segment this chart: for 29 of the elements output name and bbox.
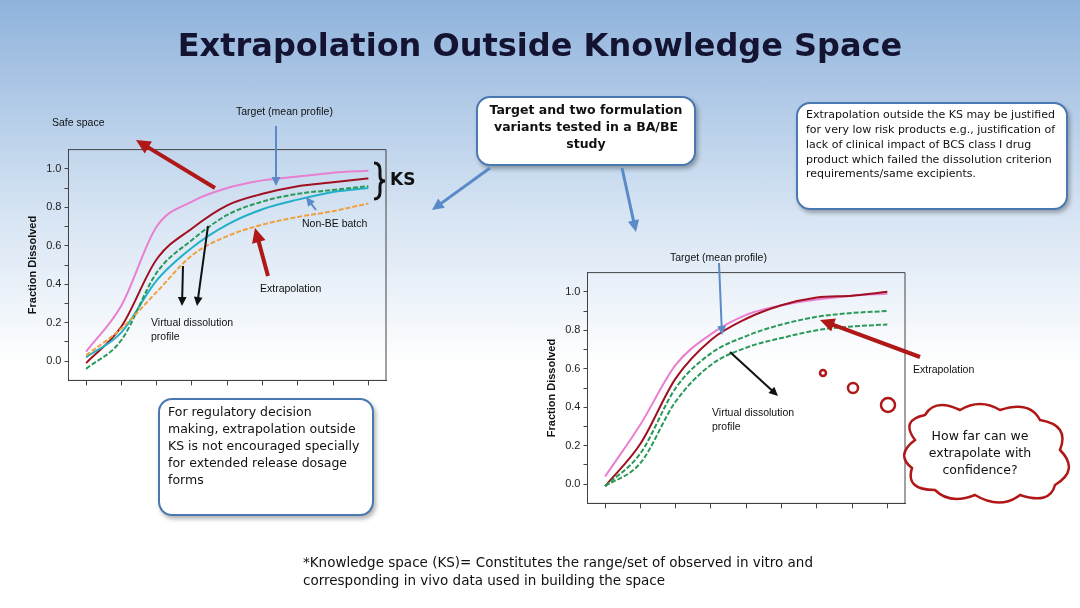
text: Extrapolation Outside Knowledge Space [176,26,904,64]
y-tick-label: 0.6 [565,361,581,374]
y-tick-label: 0.8 [565,323,581,336]
y-tick-label: 0.6 [46,238,62,251]
y-axis-title: Fraction Dissolved [544,338,557,438]
text: KS [390,168,416,191]
text: Target (mean profile) [670,250,767,265]
y-tick-label: 0.2 [565,438,581,451]
speech-bubble: Target and two formulation variants tested in a BA/BE study [476,96,696,166]
y-tick-label: 1.0 [46,161,62,174]
annotation: Extrapolation [260,281,322,296]
y-tick-label: 0.8 [46,200,62,213]
text: How far can we extrapolate with confidence? [927,428,1033,479]
annotation: Virtual dissolution profile [151,315,235,344]
annotation: Virtual dissolution profile [712,405,796,434]
y-axis-title: Fraction Dissolved [25,215,38,315]
y-tick-label: 1.0 [565,284,581,297]
y-tick-label: 0.4 [46,277,62,290]
y-tick-label: 0.0 [46,354,62,367]
y-tick-label: 0.0 [565,477,581,490]
annotation: Non-BE batch [302,216,368,231]
speech-bubble: For regulatory decision making, extrapolation outside KS is not encouraged specially for extended release dosage forms [158,398,374,516]
text: Target (mean profile) [236,104,333,119]
y-tick-label: 0.2 [46,315,62,328]
text: Extrapolation [913,362,975,377]
text: Safe space [52,115,105,130]
text: *Knowledge space (KS)= Constitutes the range/set of observed in vitro and corresponding in vivo data used in building the space [303,553,814,590]
speech-bubble: Extrapolation outside the KS may be justified for very low risk products e.g., justification of lack of clinical impact of BCS class I drug product which failed the dissolution criterion requirements/same excipients. [796,102,1068,210]
y-tick-label: 0.4 [565,400,581,413]
